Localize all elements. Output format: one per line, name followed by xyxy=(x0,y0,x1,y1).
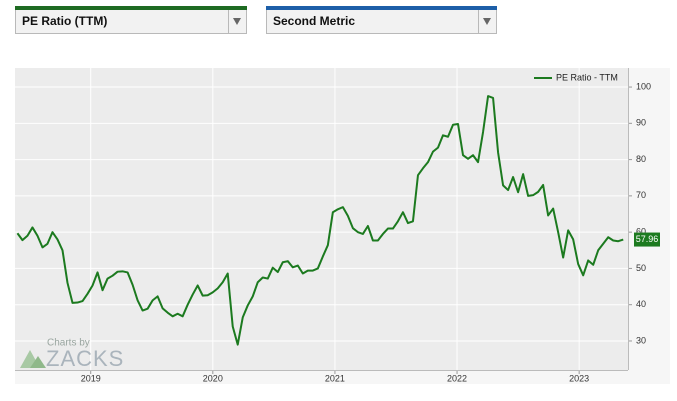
last-value-label: 57.96 xyxy=(636,234,659,244)
dropdown-arrow[interactable] xyxy=(483,18,491,25)
y-tick-label: 80 xyxy=(636,154,646,164)
y-tick-label: 100 xyxy=(636,81,651,91)
dropdown-arrow[interactable] xyxy=(233,18,241,25)
x-tick-label: 2020 xyxy=(203,373,223,383)
y-tick-label: 30 xyxy=(636,335,646,345)
dropdown-accent xyxy=(15,6,247,10)
y-tick-label: 70 xyxy=(636,190,646,200)
legend-label: PE Ratio - TTM xyxy=(556,72,618,82)
watermark-brand: ZACKS xyxy=(46,346,124,371)
metric-dropdown[interactable]: PE Ratio (TTM) xyxy=(15,6,247,34)
second-metric-dropdown[interactable]: Second Metric xyxy=(266,6,497,34)
dropdown-label[interactable]: Second Metric xyxy=(273,14,355,28)
x-tick-label: 2019 xyxy=(81,373,101,383)
y-tick-label: 60 xyxy=(636,227,646,237)
last-value-box xyxy=(634,232,660,247)
dropdown-box[interactable] xyxy=(15,8,247,34)
watermark-logo xyxy=(30,356,46,368)
watermark-caption: Charts by xyxy=(47,338,90,349)
dropdown-label[interactable]: PE Ratio (TTM) xyxy=(22,14,107,28)
dropdown-accent xyxy=(266,6,497,10)
grid: 30 40 50 60 70 80 90 100 2019 2020 2021 2022 2023 xyxy=(15,68,651,383)
data-line xyxy=(16,95,624,346)
plot: 57.96 PE Ratio - TTM xyxy=(16,72,660,346)
y-tick-label: 40 xyxy=(636,299,646,309)
x-tick-label: 2022 xyxy=(447,373,467,383)
x-tick-label: 2023 xyxy=(569,373,589,383)
watermark: Charts by ZACKS xyxy=(20,338,124,371)
x-tick-label: 2021 xyxy=(325,373,345,383)
plot-area xyxy=(15,68,628,370)
y-tick-label: 50 xyxy=(636,263,646,273)
y-tick-label: 90 xyxy=(636,118,646,128)
